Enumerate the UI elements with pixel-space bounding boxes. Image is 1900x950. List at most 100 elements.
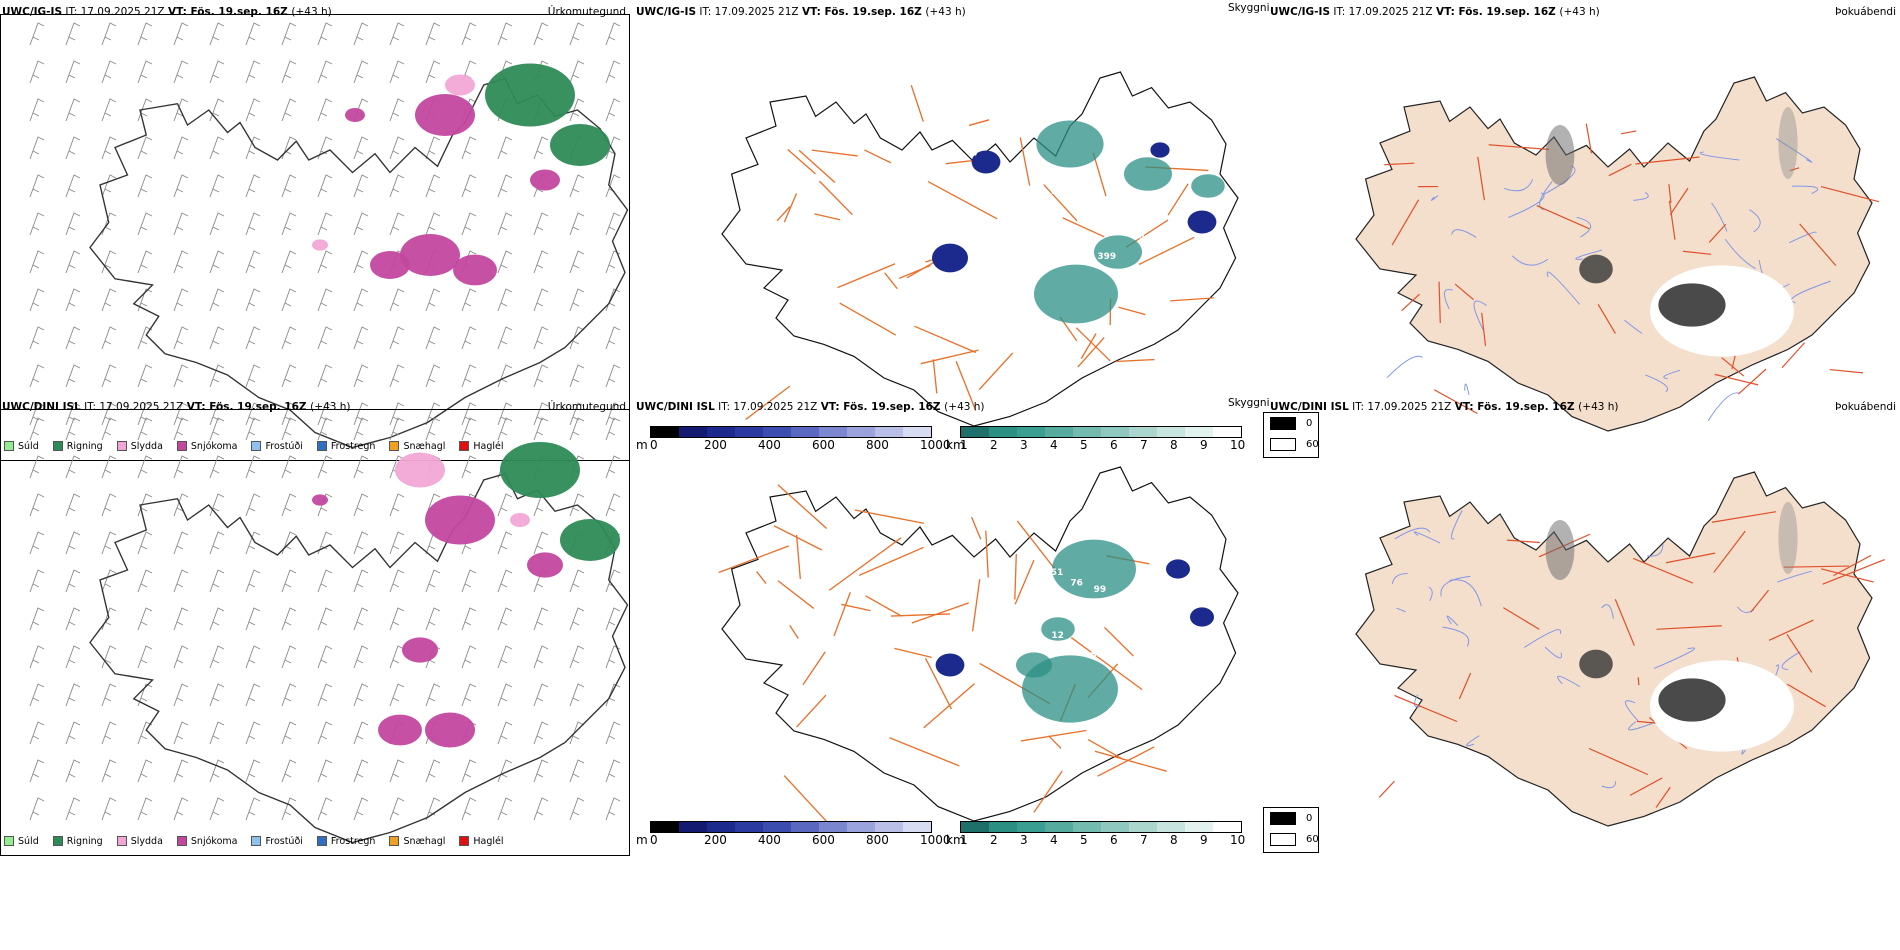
wind-barb [389, 493, 405, 517]
wind-barb [101, 531, 117, 555]
river [1524, 629, 1562, 648]
fog-header: UWC/DINI ISL IT: 17.09.2025 21Z VT: Fös.… [1270, 401, 1619, 413]
wind-barb [317, 417, 333, 441]
it-label: IT: [1333, 6, 1349, 18]
wind-barb [65, 326, 81, 350]
cloudbase-value: 103 [1158, 609, 1177, 619]
road [1629, 777, 1663, 796]
colorbar-tick: 1000 [920, 833, 951, 847]
wind-barb [569, 417, 585, 441]
fog-area [1778, 502, 1798, 574]
wind-barb [281, 402, 297, 426]
colorbar-tick: 600 [812, 833, 835, 847]
wind-barb [209, 797, 225, 821]
colorbar-cell [1017, 822, 1045, 832]
colorbar-cell [679, 427, 707, 437]
fog-legend-label: 60 [1306, 834, 1319, 845]
wind-barb [245, 417, 261, 441]
wind-barb [389, 402, 405, 426]
wind-barb [353, 569, 369, 593]
wind-barb [209, 759, 225, 783]
valid-time: Fös. 19.sep. 16Z [190, 6, 292, 18]
wind-barb [65, 417, 81, 441]
wind-barb [137, 531, 153, 555]
wind-barb [173, 645, 189, 669]
wind-barb [137, 569, 153, 593]
road [1170, 297, 1214, 302]
wind-barb [569, 250, 585, 274]
wind-barb [29, 364, 45, 388]
wind-barb [605, 569, 621, 593]
colorbar-tick: 8 [1170, 833, 1178, 847]
wind-barb [65, 60, 81, 84]
wind-barb [461, 607, 477, 631]
it-label: IT: [84, 401, 100, 413]
visibility-area [1124, 157, 1172, 191]
wind-barb [173, 797, 189, 821]
wind-barb [461, 402, 477, 426]
visibility-colorbar: km 1 2 3 4 5 6 7 8 9 10 [944, 420, 1245, 454]
valid-time: Fös. 19.sep. 16Z [1458, 6, 1560, 18]
road [789, 624, 799, 639]
cloudbase-area [1150, 142, 1170, 158]
river [1394, 527, 1431, 540]
colorbar-tick: 1000 [920, 438, 951, 452]
sleet-area [312, 239, 328, 251]
wind-barb [353, 288, 369, 312]
wind-barb [65, 607, 81, 631]
wind-barb [281, 721, 297, 745]
legend-swatch [52, 836, 63, 846]
lead-time: (+43 h) [1578, 401, 1619, 413]
legend-swatch [176, 836, 187, 846]
road [968, 119, 990, 127]
road [1138, 236, 1195, 265]
road [1401, 293, 1420, 312]
road [783, 775, 828, 823]
colorbar-unit: m [636, 438, 648, 452]
road [756, 571, 767, 584]
wind-barb [245, 136, 261, 160]
wind-barb [533, 326, 549, 350]
road [1665, 552, 1716, 564]
cloudbase-value: 399 [1097, 252, 1116, 262]
wind-barb [569, 174, 585, 198]
wind-barb [569, 645, 585, 669]
wind-barb [137, 60, 153, 84]
fog-area [1545, 520, 1575, 580]
river [1781, 651, 1801, 671]
fog-dense-area [1658, 678, 1726, 722]
road [1597, 303, 1616, 334]
colorbar-strip [960, 426, 1242, 438]
wind-barb [569, 212, 585, 236]
colorbar-tick: 9 [1200, 833, 1208, 847]
colorbar-unit: km [946, 438, 965, 452]
wind-barb [281, 174, 297, 198]
fog-legend: 0 60 [1263, 412, 1319, 458]
wind-barb [569, 683, 585, 707]
wind-barb [209, 531, 225, 555]
river [1711, 202, 1728, 232]
wind-barb [101, 402, 117, 426]
colorbar-tick: 0 [650, 833, 658, 847]
wind-barb [101, 22, 117, 46]
forecast-row: UWC/DINI ISL IT: 17.09.2025 21Z VT: Fös.… [0, 395, 1900, 865]
wind-barb [281, 22, 297, 46]
precip-header: UWC/IG-IS IT: 17.09.2025 21Z VT: Fös. 19… [2, 6, 332, 18]
wind-barb [101, 174, 117, 198]
wind-barb [281, 250, 297, 274]
legend-swatch [116, 441, 127, 451]
wind-barb [29, 493, 45, 517]
colorbar-tick: 4 [1050, 833, 1058, 847]
wind-barb [173, 417, 189, 441]
wind-barb [605, 22, 621, 46]
wind-barb [389, 569, 405, 593]
wind-barb [497, 136, 513, 160]
colorbar-cell [1185, 427, 1213, 437]
river [1449, 579, 1482, 607]
wind-barb [29, 136, 45, 160]
wind-barb [461, 136, 477, 160]
legend-item: Snjókoma [176, 441, 237, 452]
cloudbase-value: 89 [1091, 650, 1104, 660]
wind-barb [425, 569, 441, 593]
river [1749, 209, 1761, 233]
